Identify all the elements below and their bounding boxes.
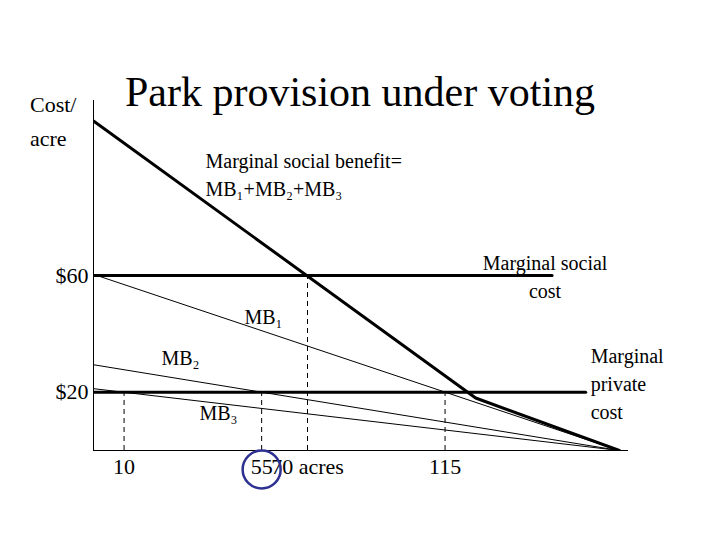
svg-text:$60: $60 bbox=[56, 263, 89, 288]
svg-text:70 acres: 70 acres bbox=[271, 454, 344, 479]
svg-text:10: 10 bbox=[113, 454, 135, 479]
svg-text:Marginal social benefit=MB₁+MB: Marginal social benefit=MB₁+MB₂+MB₃ bbox=[206, 150, 402, 200]
svg-text:Marginal socialcost: Marginal socialcost bbox=[483, 252, 608, 302]
svg-text:$20: $20 bbox=[56, 379, 89, 404]
svg-text:115: 115 bbox=[429, 454, 461, 479]
html-text:Cost/ acre: Cost/ acre bbox=[30, 92, 77, 151]
html-text:Park provision under voting: Park provision under voting bbox=[124, 69, 596, 115]
svg-text:MB₂: MB₂ bbox=[161, 347, 199, 369]
svg-text:MB₃: MB₃ bbox=[199, 402, 237, 424]
svg-text:Marginalprivatecost: Marginalprivatecost bbox=[591, 345, 664, 423]
svg-text:55: 55 bbox=[251, 454, 273, 479]
svg-text:MB₁: MB₁ bbox=[244, 306, 282, 328]
